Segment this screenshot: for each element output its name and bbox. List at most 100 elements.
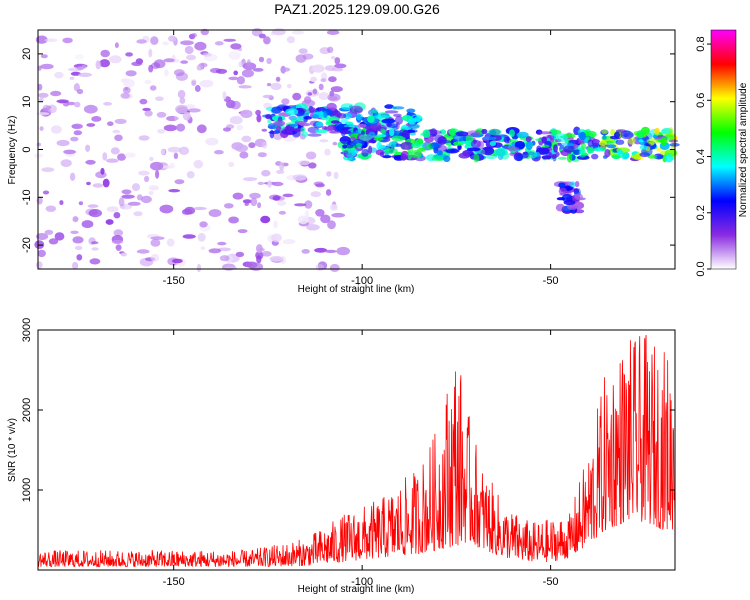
spectrogram-cell (155, 96, 164, 101)
spectrogram-cell (285, 108, 299, 116)
spectrogram-cell (329, 204, 338, 211)
spectrogram-cell (606, 144, 617, 149)
spectrogram-cell (267, 180, 272, 188)
spectrogram-cell (236, 76, 245, 85)
spectrogram-cell (297, 215, 309, 225)
spectrogram-cell (460, 140, 470, 144)
spectrogram-cell (148, 48, 153, 58)
spectrogram-cell (300, 126, 306, 133)
spectrogram-cell (330, 120, 340, 124)
colorbar-tick-label: 0.2 (695, 205, 707, 220)
spectrogram-cell (136, 194, 143, 201)
spectrogram-cell (246, 59, 251, 67)
spectrogram-cell (245, 261, 258, 269)
spectrogram-cell (269, 129, 275, 139)
spectrogram-cell (125, 52, 133, 57)
spectrogram-cell (586, 147, 595, 154)
spectrogram-cell (574, 193, 583, 200)
spectrogram-cell (377, 134, 387, 138)
spectrogram-cell (124, 152, 136, 158)
spectrogram-cell (150, 36, 159, 45)
spectrogram-cell (311, 114, 320, 119)
spectrogram-cell (196, 124, 207, 134)
spectrogram-cell (135, 58, 144, 65)
spectrogram-cell (481, 128, 488, 135)
spectrogram-cell (656, 155, 664, 159)
spectrogram-cell (42, 104, 51, 112)
spectrogram-cell (100, 49, 110, 58)
spectrogram-cell (184, 46, 194, 54)
spectrogram-cell (256, 255, 262, 264)
spectrogram-cell (258, 33, 266, 39)
spectrogram-cell (166, 238, 175, 247)
spectrogram-cell (506, 146, 520, 151)
spectrogram-cell (393, 113, 402, 118)
spectrogram-cell (349, 105, 363, 115)
spectrogram-cell (257, 181, 265, 185)
spectrogram-cell (74, 245, 83, 251)
spectrogram-cell (292, 92, 302, 101)
spectrogram-cell (138, 135, 150, 141)
spectrogram-x-axis-label: Height of straight line (km) (298, 284, 415, 295)
spectrogram-cell (443, 155, 451, 163)
spectrogram-cell (349, 156, 356, 162)
spectrogram-cell (301, 249, 310, 254)
spectrogram-cell (401, 130, 410, 138)
spectrogram-y-tick-label: 10 (21, 96, 33, 108)
spectrogram-cell (392, 106, 405, 110)
spectrogram-cell (194, 85, 201, 92)
spectrogram-cell (280, 67, 291, 72)
spectrogram-cell (95, 60, 102, 70)
spectrogram-cell (235, 251, 245, 258)
spectrogram-cell (370, 125, 377, 129)
spectrogram-cell (326, 171, 332, 177)
spectrogram-cell (120, 92, 130, 99)
spectrogram-cell (81, 220, 94, 229)
spectrogram-cell (359, 134, 373, 141)
spectrogram-cell (222, 127, 232, 132)
spectrogram-cell (162, 41, 169, 46)
spectrogram-cell (125, 70, 137, 77)
spectrogram-cell (446, 148, 460, 154)
spectrogram-cell (466, 130, 480, 137)
spectrogram-cell (315, 121, 324, 127)
spectrogram-cell (144, 79, 152, 85)
spectrogram-cell (225, 99, 236, 109)
spectrogram-cell (272, 28, 286, 36)
spectrogram-cell (558, 187, 568, 195)
spectrogram-cell (243, 177, 258, 182)
spectrogram-cell (127, 201, 141, 206)
spectrogram-cell (199, 221, 208, 228)
spectrogram-cell (186, 171, 195, 179)
spectrogram-cell (136, 249, 150, 254)
spectrogram-cell (368, 145, 373, 155)
colorbar-label: Normalized spectral amplitude (738, 82, 749, 217)
spectrogram-cell (646, 138, 658, 145)
spectrogram-cell (620, 130, 634, 140)
spectrogram-cell (407, 118, 417, 125)
spectrogram-cell (88, 209, 103, 218)
spectrogram-cell (400, 141, 414, 150)
spectrogram-cell (289, 123, 298, 127)
spectrogram-cell (233, 70, 238, 76)
spectrogram-cell (466, 147, 481, 152)
spectrogram-cell (228, 76, 239, 81)
spectrogram-cell (106, 158, 119, 163)
spectrogram-cell (278, 210, 286, 215)
spectrogram-cell (489, 140, 497, 147)
spectrogram-cell (386, 123, 399, 128)
spectrogram-cell (437, 136, 447, 145)
spectrogram-cell (222, 91, 227, 100)
spectrogram-cell (44, 38, 58, 42)
spectrogram-cell (271, 233, 282, 243)
spectrogram-cell (411, 149, 422, 159)
spectrogram-cell (367, 115, 375, 123)
spectrogram-cell (375, 115, 389, 119)
spectrogram-cell (591, 153, 599, 160)
spectrogram-cell (240, 109, 253, 119)
spectrogram-cell (508, 138, 518, 144)
spectrogram-cell (320, 78, 327, 83)
spectrogram-cell (230, 43, 242, 50)
spectrogram-cell (228, 216, 240, 224)
spectrogram-cell (196, 64, 203, 71)
